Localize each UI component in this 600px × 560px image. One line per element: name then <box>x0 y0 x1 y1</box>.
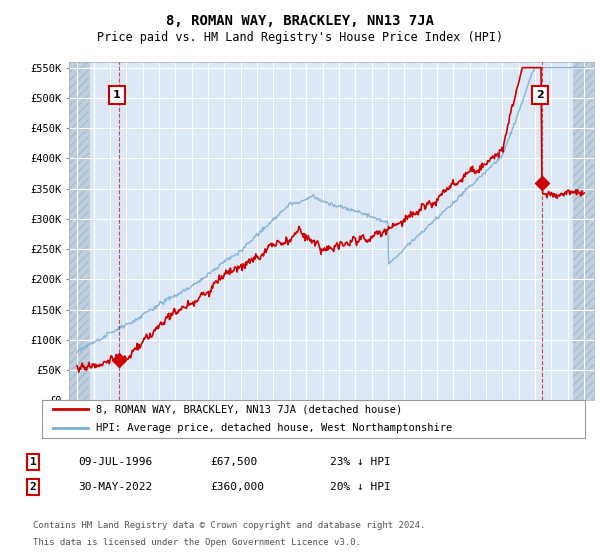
Bar <box>69 62 89 400</box>
Bar <box>573 62 594 400</box>
Text: This data is licensed under the Open Government Licence v3.0.: This data is licensed under the Open Gov… <box>33 538 361 547</box>
Text: HPI: Average price, detached house, West Northamptonshire: HPI: Average price, detached house, West… <box>97 423 452 433</box>
Text: Contains HM Land Registry data © Crown copyright and database right 2024.: Contains HM Land Registry data © Crown c… <box>33 521 425 530</box>
Text: 2: 2 <box>29 482 37 492</box>
Text: £67,500: £67,500 <box>210 457 257 467</box>
Bar <box>69 62 89 400</box>
Text: 8, ROMAN WAY, BRACKLEY, NN13 7JA: 8, ROMAN WAY, BRACKLEY, NN13 7JA <box>166 14 434 28</box>
Text: 8, ROMAN WAY, BRACKLEY, NN13 7JA (detached house): 8, ROMAN WAY, BRACKLEY, NN13 7JA (detach… <box>97 404 403 414</box>
Text: 09-JUL-1996: 09-JUL-1996 <box>78 457 152 467</box>
Bar <box>573 62 594 400</box>
Text: 30-MAY-2022: 30-MAY-2022 <box>78 482 152 492</box>
Text: 2: 2 <box>536 90 544 100</box>
Text: 1: 1 <box>113 90 121 100</box>
Text: 20% ↓ HPI: 20% ↓ HPI <box>330 482 391 492</box>
Text: Price paid vs. HM Land Registry's House Price Index (HPI): Price paid vs. HM Land Registry's House … <box>97 31 503 44</box>
Text: 1: 1 <box>29 457 37 467</box>
Text: £360,000: £360,000 <box>210 482 264 492</box>
Text: 23% ↓ HPI: 23% ↓ HPI <box>330 457 391 467</box>
